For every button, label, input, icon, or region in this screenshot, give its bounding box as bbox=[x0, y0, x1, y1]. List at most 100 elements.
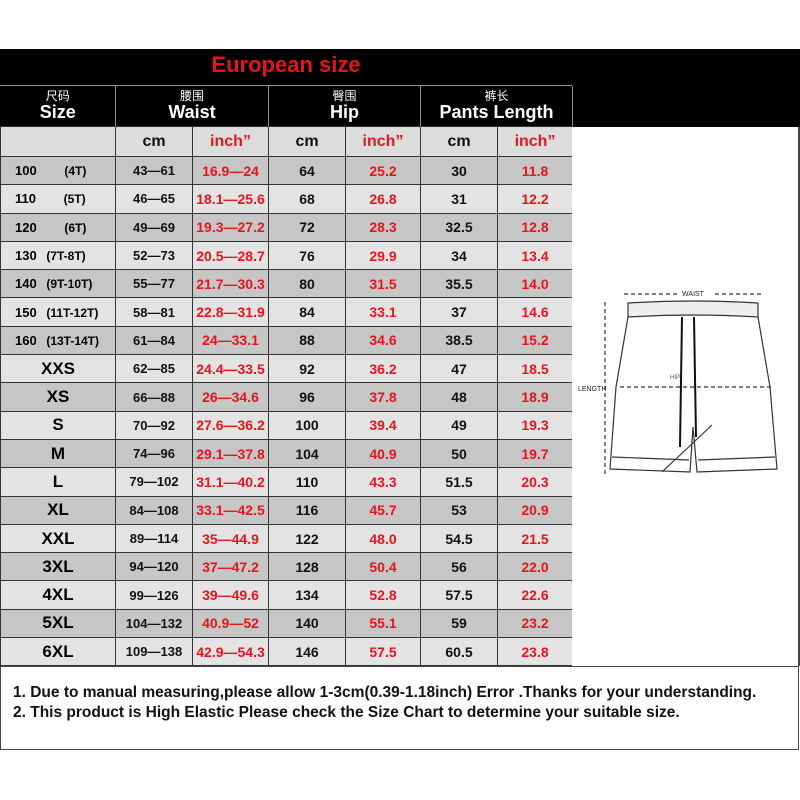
len-cm-cell: 54.5 bbox=[420, 523, 498, 554]
waist-in-cell: 29.1—37.8 bbox=[192, 438, 269, 469]
size-cell: 4XL bbox=[0, 580, 116, 610]
size-cell: 160 (13T-14T) bbox=[0, 325, 116, 356]
len-in-cell: 14.0 bbox=[496, 269, 574, 299]
waist-in-cell: 16.9—24 bbox=[192, 155, 269, 186]
chart-title: European size bbox=[211, 52, 361, 77]
unit-cm: cm bbox=[268, 126, 346, 157]
len-in-cell: 11.8 bbox=[496, 155, 574, 186]
table-row: XXL 89—114 35—44.9 122 48.0 54.5 21.5 bbox=[0, 523, 574, 554]
len-in-cell: 18.9 bbox=[496, 382, 574, 412]
header-cn: 腰围 bbox=[179, 89, 204, 104]
size-value: 130 bbox=[15, 248, 37, 264]
notes-box: 1. Due to manual measuring,please allow … bbox=[0, 666, 799, 750]
waist-cm-cell: 46—65 bbox=[115, 184, 193, 214]
hip-in-cell: 57.5 bbox=[345, 637, 421, 667]
header-en: Size bbox=[39, 101, 76, 122]
unit-inch: inch” bbox=[496, 126, 574, 157]
size-cell: 100 (4T) bbox=[0, 155, 116, 186]
size-value: XXS bbox=[40, 358, 76, 378]
hip-cm-cell: 80 bbox=[268, 269, 346, 299]
age-value: (4T) bbox=[64, 164, 87, 179]
waist-in-cell: 18.1—25.6 bbox=[192, 184, 269, 214]
len-in-cell: 19.7 bbox=[496, 438, 574, 469]
waist-in-cell: 24—33.1 bbox=[192, 325, 269, 356]
hip-cm-cell: 134 bbox=[268, 580, 346, 610]
len-cm-cell: 57.5 bbox=[420, 580, 498, 610]
hip-cm-cell: 104 bbox=[268, 438, 346, 469]
waist-in-cell: 20.5—28.7 bbox=[192, 240, 269, 271]
unit-cm: cm bbox=[420, 126, 498, 157]
waist-label: WAIST bbox=[682, 291, 705, 298]
waist-cm-cell: 62—85 bbox=[115, 354, 193, 384]
note-2: 2. This product is High Elastic Please c… bbox=[13, 704, 680, 721]
size-value: XL bbox=[47, 500, 69, 520]
header-row: 尺码 Size 腰围 Waist 臀围 Hip 裤长 Pants Length bbox=[0, 86, 574, 127]
unit-blank bbox=[0, 126, 116, 157]
table-row: 150 (11T-12T) 58—81 22.8—31.9 84 33.1 37 14.6 bbox=[0, 297, 574, 327]
table-row: XXS 62—85 24.4—33.5 92 36.2 47 18.5 bbox=[0, 354, 574, 384]
header-en: Pants Length bbox=[439, 101, 554, 122]
len-in-cell: 15.2 bbox=[496, 325, 574, 356]
hip-cm-cell: 140 bbox=[268, 608, 346, 639]
header-cn: 尺码 bbox=[45, 89, 70, 104]
age-value: (9T-10T) bbox=[46, 277, 93, 292]
len-in-cell: 21.5 bbox=[496, 523, 574, 554]
waist-cm-cell: 79—102 bbox=[115, 467, 193, 497]
note-1: 1. Due to manual measuring,please allow … bbox=[13, 684, 757, 701]
waist-in-cell: 33.1—42.5 bbox=[192, 495, 269, 525]
waist-in-cell: 40.9—52 bbox=[192, 608, 269, 639]
table-row: S 70—92 27.6—36.2 100 39.4 49 19.3 bbox=[0, 410, 574, 440]
size-value: 110 bbox=[15, 191, 36, 207]
hip-in-cell: 50.4 bbox=[345, 552, 421, 582]
hip-in-cell: 40.9 bbox=[345, 438, 421, 469]
size-value: 120 bbox=[15, 219, 37, 235]
hip-cm-cell: 146 bbox=[268, 637, 346, 667]
hip-cm-cell: 110 bbox=[268, 467, 346, 497]
hip-cm-cell: 96 bbox=[268, 382, 346, 412]
table-row: 5XL 104—132 40.9—52 140 55.1 59 23.2 bbox=[0, 608, 574, 639]
table-row: XL 84—108 33.1—42.5 116 45.7 53 20.9 bbox=[0, 495, 574, 525]
length-label: LENGTH bbox=[578, 386, 606, 393]
size-cell: M bbox=[0, 438, 116, 469]
hip-cm-cell: 92 bbox=[268, 354, 346, 384]
hip-in-cell: 33.1 bbox=[345, 297, 421, 327]
len-cm-cell: 53 bbox=[420, 495, 498, 525]
waist-cm-cell: 109—138 bbox=[115, 637, 193, 667]
header-cn: 裤长 bbox=[484, 89, 509, 104]
len-in-cell: 12.8 bbox=[496, 212, 574, 242]
size-cell: L bbox=[0, 467, 116, 497]
table-row: 6XL 109—138 42.9—54.3 146 57.5 60.5 23.8 bbox=[0, 637, 574, 667]
hip-cm-cell: 72 bbox=[268, 212, 346, 242]
hip-cm-cell: 116 bbox=[268, 495, 346, 525]
size-value: M bbox=[50, 443, 66, 463]
waist-cm-cell: 89—114 bbox=[115, 523, 193, 554]
waist-cm-cell: 49—69 bbox=[115, 212, 193, 242]
size-cell: 120 (6T) bbox=[0, 212, 116, 242]
table-row: M 74—96 29.1—37.8 104 40.9 50 19.7 bbox=[0, 438, 574, 469]
len-cm-cell: 35.5 bbox=[420, 269, 498, 299]
waist-cm-cell: 99—126 bbox=[115, 580, 193, 610]
table-row: 160 (13T-14T) 61—84 24—33.1 88 34.6 38.5 15.2 bbox=[0, 325, 574, 356]
hip-in-cell: 52.8 bbox=[345, 580, 421, 610]
waist-in-cell: 27.6—36.2 bbox=[192, 410, 269, 440]
age-value: (7T-8T) bbox=[46, 249, 86, 264]
waist-cm-cell: 58—81 bbox=[115, 297, 193, 327]
len-in-cell: 12.2 bbox=[496, 184, 574, 214]
table-row: 110 (5T) 46—65 18.1—25.6 68 26.8 31 12.2 bbox=[0, 184, 574, 214]
len-in-cell: 22.6 bbox=[496, 580, 574, 610]
hip-cm-cell: 64 bbox=[268, 155, 346, 186]
hip-in-cell: 45.7 bbox=[345, 495, 421, 525]
len-cm-cell: 51.5 bbox=[420, 467, 498, 497]
hip-in-cell: 34.6 bbox=[345, 325, 421, 356]
unit-cm: cm bbox=[115, 126, 193, 157]
unit-inch: inch” bbox=[192, 126, 269, 157]
header-en: Waist bbox=[168, 101, 216, 122]
size-value: 6XL bbox=[42, 641, 74, 661]
header-length: 裤长 Pants Length bbox=[420, 86, 574, 127]
table-row: L 79—102 31.1—40.2 110 43.3 51.5 20.3 bbox=[0, 467, 574, 497]
hip-cm-cell: 76 bbox=[268, 240, 346, 271]
size-value: L bbox=[52, 471, 64, 491]
size-cell: XL bbox=[0, 495, 116, 525]
size-cell: S bbox=[0, 410, 116, 440]
len-cm-cell: 31 bbox=[420, 184, 498, 214]
